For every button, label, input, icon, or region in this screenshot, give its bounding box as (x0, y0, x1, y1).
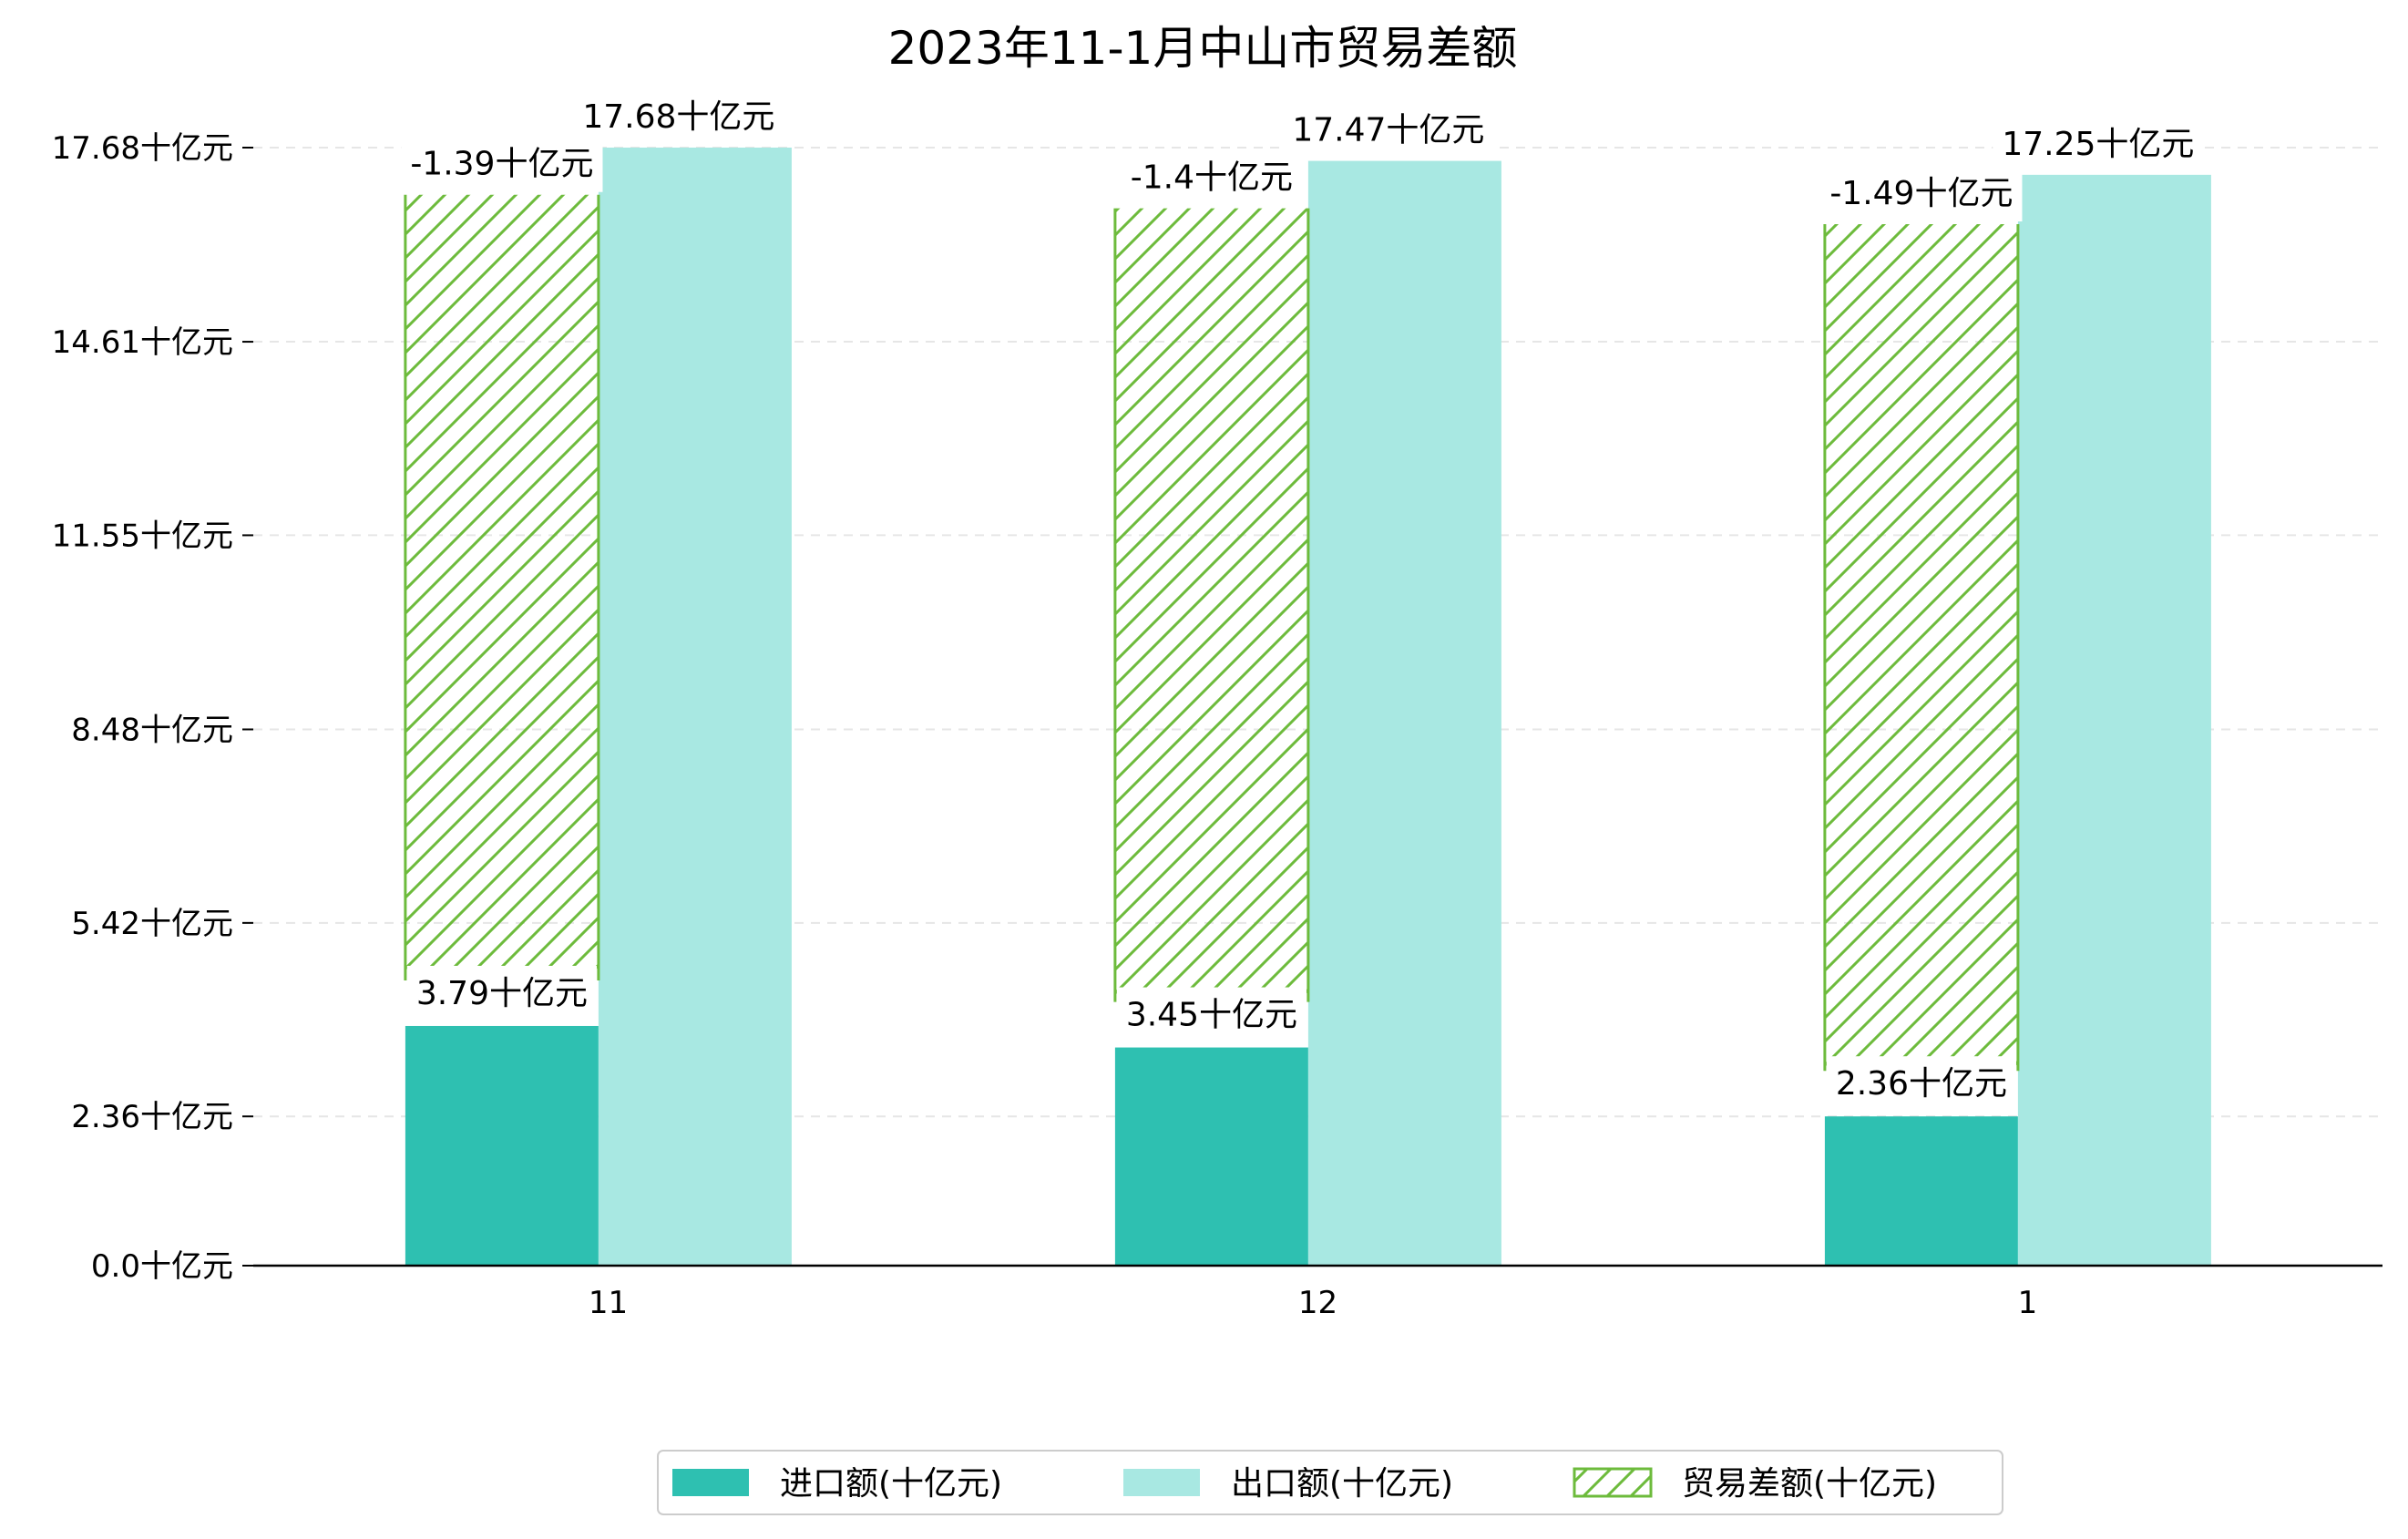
bar-import (1114, 1047, 1308, 1266)
bars (404, 148, 2211, 1267)
data-label-balance: -1.49十亿元 (1829, 175, 2013, 212)
x-tick-label: 11 (589, 1285, 628, 1321)
data-label-import: 3.79十亿元 (416, 975, 588, 1012)
bar-import (405, 1025, 599, 1266)
bar-balance-hatch (1824, 224, 2018, 1072)
data-label-balance-bg (401, 136, 603, 192)
data-label-export: 17.25十亿元 (2002, 126, 2194, 163)
y-tick-label: 8.48十亿元 (71, 712, 233, 748)
legend-box (657, 1450, 2003, 1515)
bar-export (598, 148, 792, 1266)
data-label-export-bg (1283, 102, 1494, 159)
y-tick-label: 17.68十亿元 (52, 130, 233, 167)
data-labels: 17.68十亿元 3.79十亿元 -1.39十亿元 17.47十亿元 3.45十亿元 -1… (401, 89, 2204, 1113)
y-tick-label: 11.55十亿元 (52, 518, 233, 554)
y-tick-label: 5.42十亿元 (71, 906, 233, 942)
axes: 0.0十亿元 2.36十亿元 5.42十亿元 8.48十亿元 11.55十亿元 14.61… (52, 130, 2382, 1321)
data-label-export-bg (573, 89, 784, 145)
data-label-import: 2.36十亿元 (1836, 1065, 2007, 1103)
legend-label: 贸易差额(十亿元) (1682, 1465, 1937, 1503)
legend-label: 出口额(十亿元) (1231, 1465, 1453, 1503)
data-label-balance-bg (1820, 166, 2023, 222)
legend-swatch (672, 1469, 749, 1496)
data-label-balance: -1.39十亿元 (410, 146, 593, 183)
data-label-balance-bg (1121, 149, 1303, 206)
legend: 进口额(十亿元) 出口额(十亿元) 贸易差额(十亿元) (657, 1450, 2003, 1515)
data-label-balance: -1.4十亿元 (1131, 159, 1293, 197)
data-label-import-bg (1116, 987, 1306, 1043)
bar-export (1307, 160, 1501, 1266)
legend-swatch (1573, 1467, 1653, 1498)
y-tick-label: 2.36十亿元 (71, 1099, 233, 1135)
bar-balance-hatch (1114, 208, 1308, 1002)
data-label-export: 17.47十亿元 (1292, 112, 1484, 149)
data-label-export: 17.68十亿元 (582, 98, 774, 136)
data-label-import-bg (1826, 1056, 2016, 1113)
x-tick-label: 12 (1298, 1285, 1337, 1321)
x-tick-label: 1 (2018, 1285, 2038, 1321)
data-label-import: 3.45十亿元 (1126, 997, 1297, 1034)
y-tick-label: 14.61十亿元 (52, 324, 233, 361)
legend-swatch (1123, 1469, 1200, 1496)
legend-label: 进口额(十亿元) (780, 1465, 1002, 1503)
chart-title: 2023年11-1月中山市贸易差额 (888, 22, 1518, 75)
bar-balance-hatch (405, 194, 599, 980)
y-tick-label: 0.0十亿元 (91, 1248, 233, 1285)
bar-export (2017, 174, 2211, 1267)
data-label-export-bg (1993, 116, 2204, 172)
bar-import (1824, 1116, 2018, 1266)
data-label-import-bg (406, 965, 597, 1021)
